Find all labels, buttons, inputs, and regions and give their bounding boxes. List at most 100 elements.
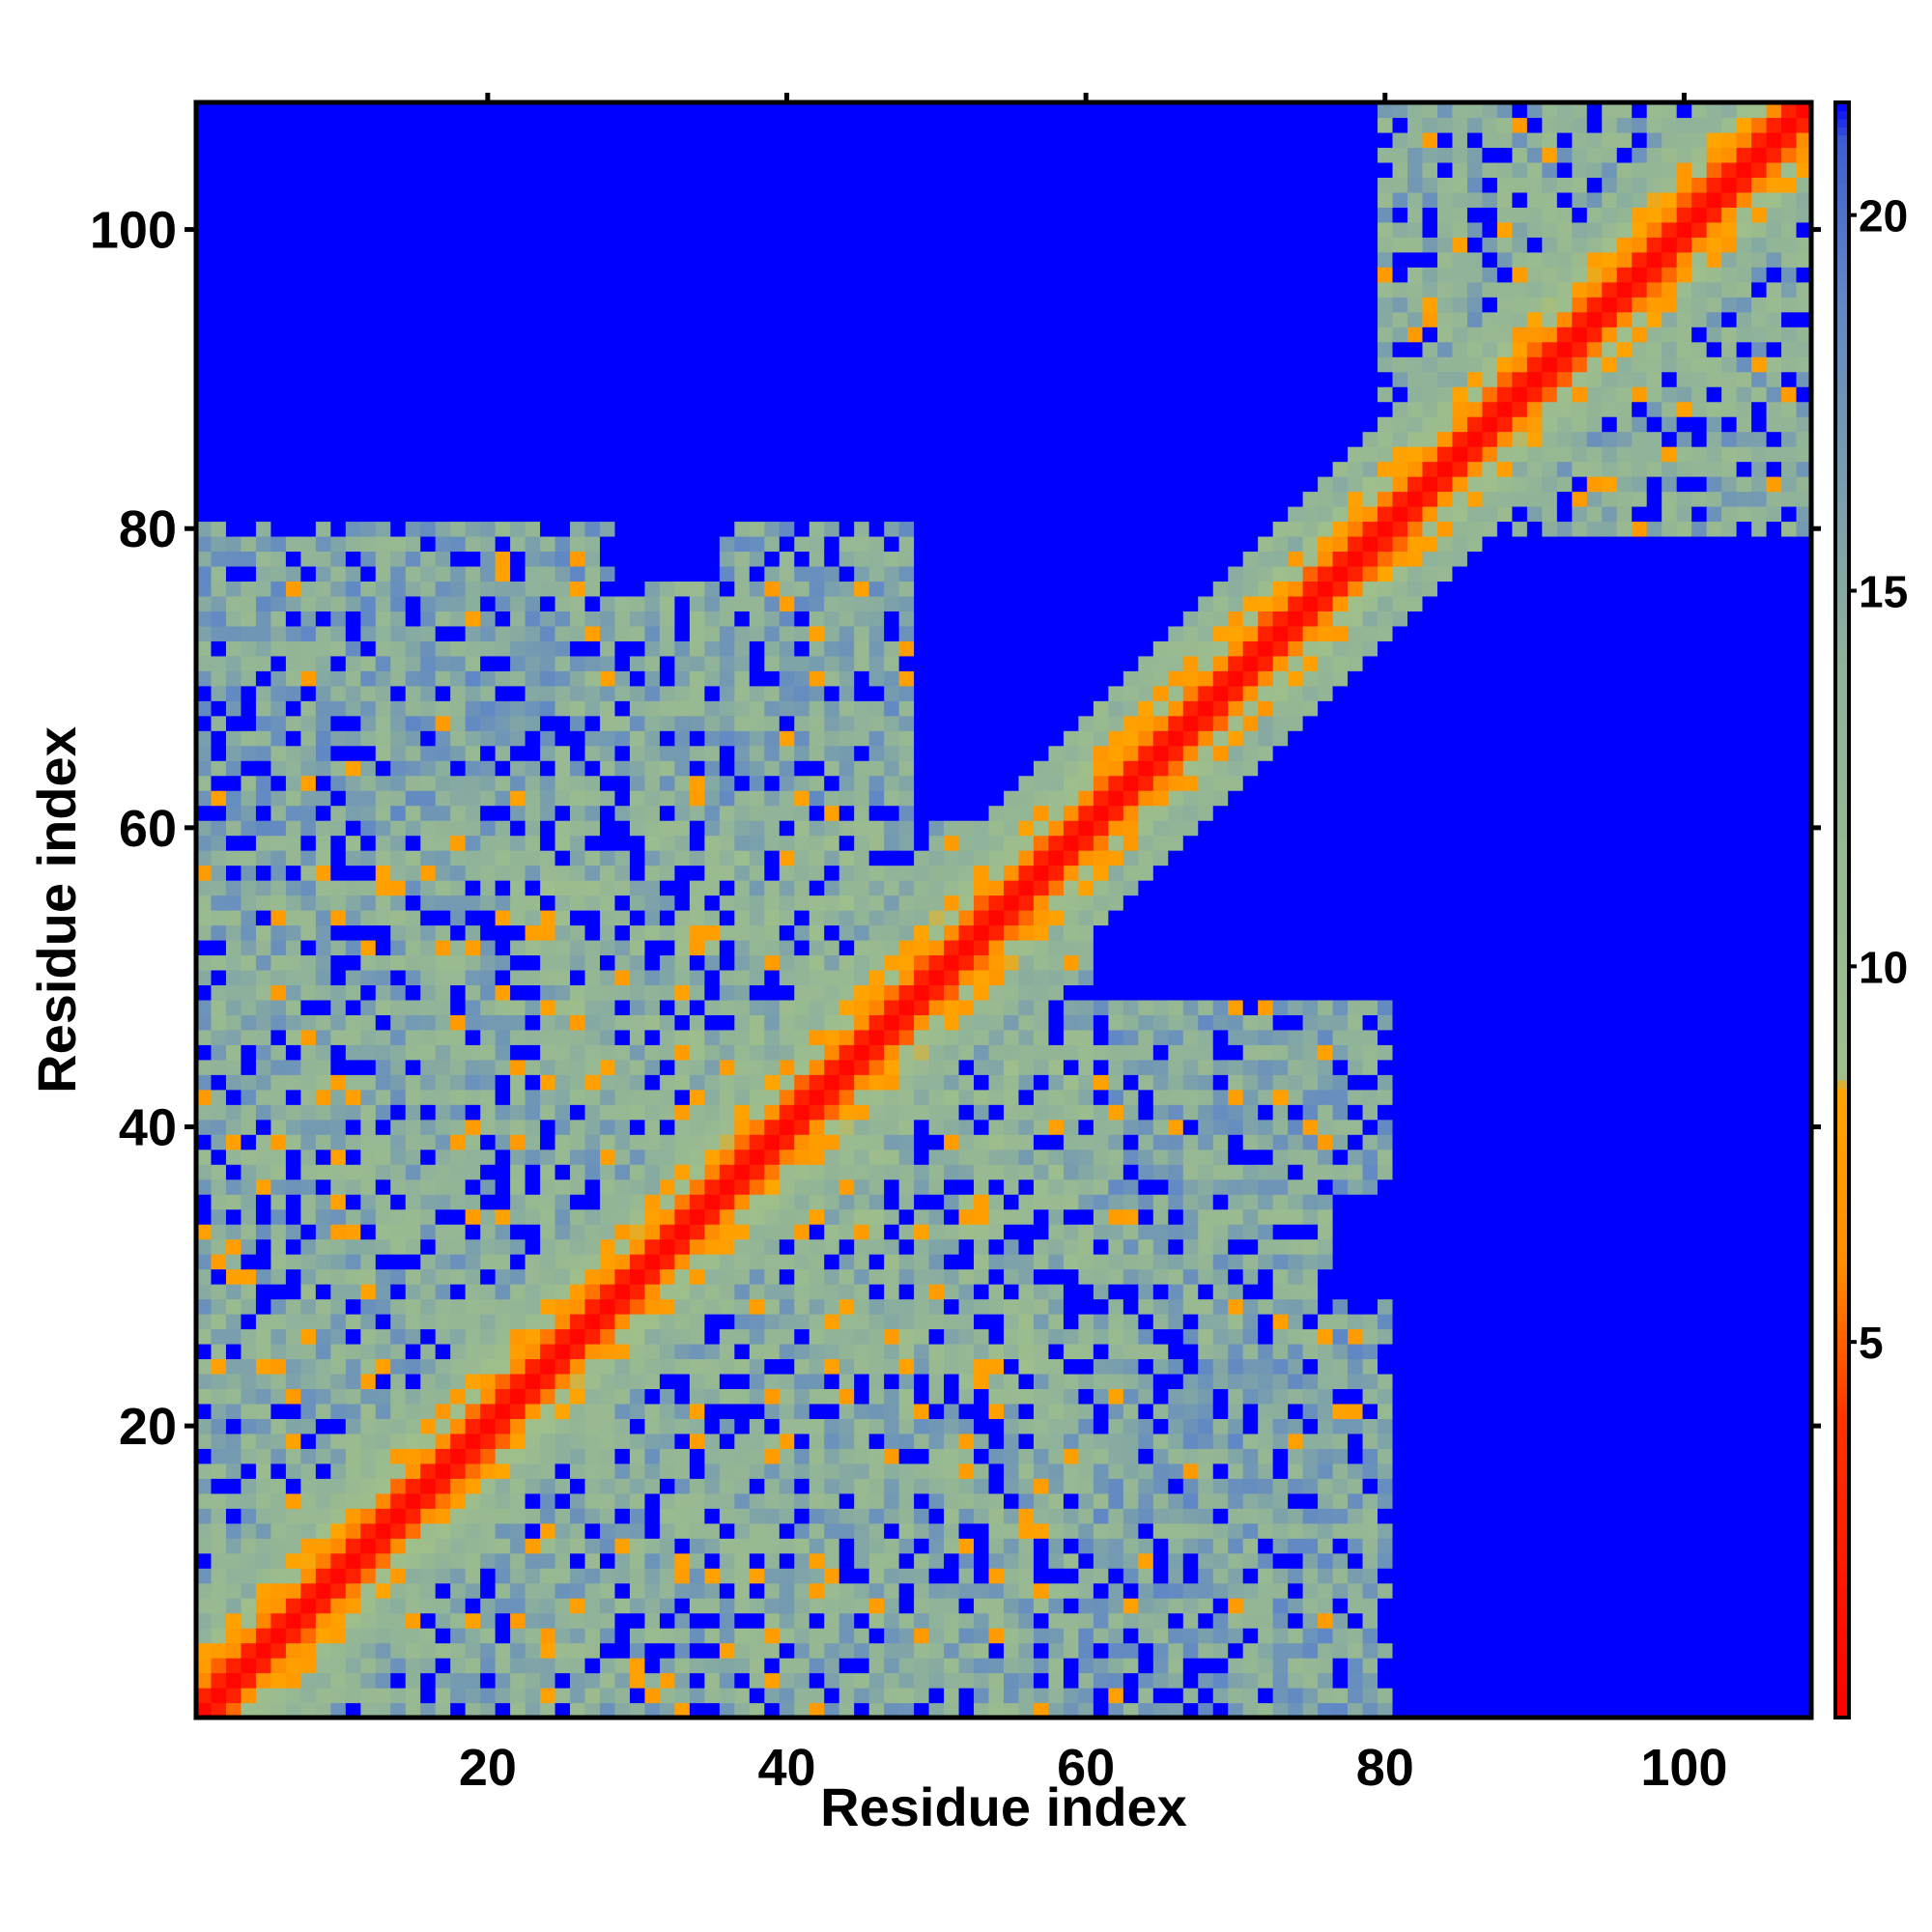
heatmap-cell (285, 431, 301, 447)
heatmap-cell (330, 117, 347, 133)
heatmap-cell (285, 1044, 301, 1061)
heatmap-cell (719, 910, 735, 926)
heatmap-cell (435, 611, 451, 627)
heatmap-cell (360, 1089, 377, 1105)
heatmap-cell (465, 1238, 481, 1255)
heatmap-cell (809, 655, 825, 671)
heatmap-cell (360, 1104, 377, 1121)
heatmap-cell (644, 237, 661, 253)
heatmap-cell (674, 1149, 691, 1165)
heatmap-cell (659, 1254, 676, 1270)
heatmap-cell (450, 1358, 467, 1375)
heatmap-cell (510, 1149, 526, 1165)
heatmap-cell (540, 1582, 556, 1599)
heatmap-cell (495, 1508, 511, 1524)
heatmap-cell (211, 327, 227, 343)
heatmap-cell (749, 715, 765, 731)
heatmap-cell (584, 221, 601, 238)
heatmap-cell (884, 1358, 900, 1375)
heatmap-cell (465, 1194, 481, 1210)
heatmap-cell (659, 1403, 676, 1419)
heatmap-cell (554, 1119, 571, 1135)
heatmap-cell (644, 655, 661, 671)
heatmap-cell (211, 715, 227, 731)
heatmap-cell (405, 670, 421, 687)
heatmap-cell (644, 207, 661, 223)
heatmap-cell (540, 715, 556, 731)
heatmap-cell (300, 1418, 317, 1435)
heatmap-cell (360, 1388, 377, 1405)
heatmap-cell (674, 1343, 691, 1360)
heatmap-cell (719, 1433, 735, 1449)
heatmap-cell (196, 595, 213, 611)
heatmap-cell (315, 251, 331, 268)
heatmap-cell (330, 251, 347, 268)
heatmap-cell (570, 880, 586, 896)
heatmap-cell (674, 147, 691, 163)
heatmap-cell (689, 1448, 705, 1464)
heatmap-cell (405, 1658, 421, 1674)
heatmap-cell (838, 775, 855, 791)
heatmap-cell (405, 760, 421, 777)
heatmap-cell (435, 1612, 451, 1629)
heatmap-cell (749, 625, 765, 641)
heatmap-cell (704, 416, 721, 433)
heatmap-cell (838, 237, 855, 253)
heatmap-cell (510, 1642, 526, 1659)
heatmap-cell (255, 1328, 272, 1345)
heatmap-cell (255, 820, 272, 837)
heatmap-cell (734, 191, 751, 208)
heatmap-cell (868, 1314, 885, 1330)
heatmap-cell (779, 535, 795, 553)
heatmap-cell (241, 356, 257, 373)
heatmap-cell (450, 1314, 467, 1330)
heatmap-cell (196, 1044, 213, 1061)
heatmap-cell (375, 147, 391, 163)
heatmap-cell (794, 416, 810, 433)
heatmap-cell (345, 1224, 361, 1240)
heatmap-cell (241, 1418, 257, 1435)
heatmap-cell (868, 1164, 885, 1180)
heatmap-cell (584, 1642, 601, 1659)
heatmap-cell (868, 1373, 885, 1390)
heatmap-cell (465, 1014, 481, 1031)
heatmap-cell (704, 1238, 721, 1255)
heatmap-cell (435, 700, 451, 717)
heatmap-cell (764, 1478, 781, 1494)
heatmap-cell (854, 267, 870, 283)
heatmap-cell (794, 1642, 810, 1659)
heatmap-cell (674, 910, 691, 926)
heatmap-cell (749, 835, 765, 851)
heatmap-cell (824, 1224, 840, 1240)
heatmap-cell (450, 237, 467, 253)
heatmap-cell (525, 820, 541, 837)
heatmap-cell (375, 625, 391, 641)
heatmap-cell (375, 924, 391, 941)
heatmap-cell (480, 625, 497, 641)
heatmap-cell (719, 267, 735, 283)
heatmap-cell (420, 1403, 437, 1419)
heatmap-cell (614, 1029, 631, 1045)
heatmap-cell (644, 147, 661, 163)
heatmap-cell (360, 1284, 377, 1300)
heatmap-cell (764, 1119, 781, 1135)
heatmap-cell (241, 401, 257, 417)
heatmap-cell (659, 1582, 676, 1599)
heatmap-cell (196, 401, 213, 417)
heatmap-cell (600, 237, 616, 253)
heatmap-cell (420, 640, 437, 657)
heatmap-cell (345, 595, 361, 611)
heatmap-cell (584, 147, 601, 163)
heatmap-cell (435, 820, 451, 837)
heatmap-cell (495, 581, 511, 597)
heatmap-cell (255, 311, 272, 327)
heatmap-cell (600, 117, 616, 133)
heatmap-cell (600, 461, 616, 477)
heatmap-cell (600, 581, 616, 597)
heatmap-cell (794, 760, 810, 777)
heatmap-cell (809, 147, 825, 163)
heatmap-cell (689, 1642, 705, 1659)
heatmap-cell (749, 969, 765, 986)
heatmap-cell (300, 1358, 317, 1375)
heatmap-cell (225, 431, 242, 447)
